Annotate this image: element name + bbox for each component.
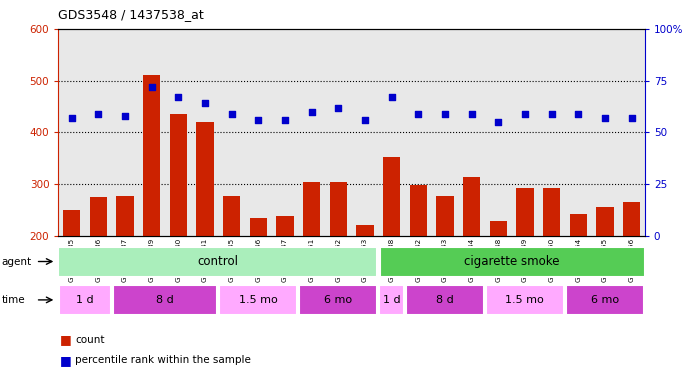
Text: cigarette smoke: cigarette smoke: [464, 255, 559, 268]
Point: [66, 115, 77, 121]
Point: [333, 104, 344, 111]
Bar: [58, 247, 377, 277]
Text: 1.5 mo: 1.5 mo: [239, 295, 278, 305]
Point: [546, 111, 557, 117]
Text: GDS3548 / 1437538_at: GDS3548 / 1437538_at: [58, 8, 204, 21]
Point: [93, 111, 104, 117]
Point: [440, 111, 451, 117]
Point: [173, 94, 184, 100]
Bar: [113, 285, 217, 315]
Bar: [543, 189, 560, 236]
Bar: [566, 285, 643, 315]
Point: [146, 84, 157, 90]
Bar: [299, 285, 377, 315]
Point: [600, 115, 611, 121]
Bar: [143, 75, 161, 236]
Point: [466, 111, 477, 117]
Point: [519, 111, 530, 117]
Bar: [220, 285, 297, 315]
Bar: [516, 189, 534, 236]
Bar: [303, 182, 320, 236]
Text: 6 mo: 6 mo: [324, 295, 353, 305]
Bar: [436, 196, 453, 236]
Bar: [383, 157, 400, 236]
Bar: [250, 218, 267, 236]
Point: [252, 117, 263, 123]
Bar: [463, 177, 480, 236]
Text: 8 d: 8 d: [156, 295, 174, 305]
Text: percentile rank within the sample: percentile rank within the sample: [75, 355, 251, 365]
Text: 1 d: 1 d: [383, 295, 401, 305]
Point: [573, 111, 584, 117]
Point: [119, 113, 130, 119]
Bar: [406, 285, 484, 315]
Bar: [90, 197, 107, 236]
Text: ■: ■: [60, 354, 72, 367]
Text: 1 d: 1 d: [76, 295, 94, 305]
Text: ■: ■: [60, 333, 72, 346]
Point: [493, 119, 504, 125]
Bar: [379, 285, 404, 315]
Bar: [169, 114, 187, 236]
Text: count: count: [75, 335, 105, 345]
Bar: [60, 285, 110, 315]
Bar: [569, 214, 587, 236]
Point: [359, 117, 370, 123]
Point: [386, 94, 397, 100]
Text: 6 mo: 6 mo: [591, 295, 619, 305]
Bar: [379, 247, 645, 277]
Point: [200, 100, 211, 106]
Bar: [196, 122, 213, 236]
Bar: [410, 185, 427, 236]
Bar: [223, 196, 240, 236]
Bar: [276, 217, 294, 236]
Point: [226, 111, 237, 117]
Bar: [596, 207, 613, 236]
Text: control: control: [198, 255, 239, 268]
Bar: [486, 285, 564, 315]
Point: [306, 109, 317, 115]
Point: [279, 117, 290, 123]
Text: agent: agent: [1, 257, 32, 267]
Bar: [329, 182, 347, 236]
Bar: [63, 210, 80, 236]
Bar: [490, 220, 507, 236]
Point: [413, 111, 424, 117]
Bar: [356, 225, 374, 236]
Text: 1.5 mo: 1.5 mo: [506, 295, 544, 305]
Point: [626, 115, 637, 121]
Text: time: time: [1, 295, 25, 305]
Bar: [117, 196, 134, 236]
Bar: [623, 202, 640, 236]
Text: 8 d: 8 d: [436, 295, 453, 305]
